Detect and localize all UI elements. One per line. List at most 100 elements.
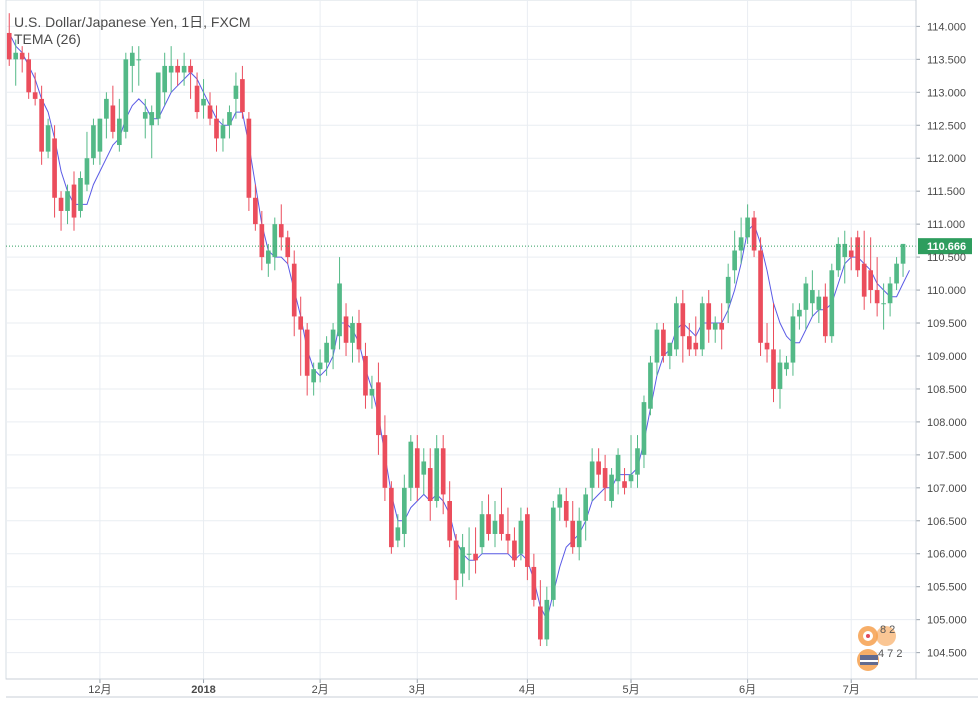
logo-text-bottom: 4 7 2 [878, 648, 903, 660]
candle-body [304, 329, 310, 376]
candle [777, 349, 783, 409]
candle [337, 257, 342, 350]
candle [201, 79, 206, 119]
candles-group[interactable] [6, 13, 906, 647]
candle [855, 230, 861, 277]
candle-body [259, 224, 265, 258]
candle-body [253, 197, 258, 225]
candle [602, 454, 608, 502]
y-tick-label: 113.000 [927, 87, 966, 99]
candle-body [790, 316, 796, 363]
candle-body [771, 349, 776, 389]
candle-body [246, 118, 252, 198]
candle-body [350, 323, 355, 343]
candle-body [110, 105, 116, 132]
candle [45, 118, 51, 159]
y-tick-label: 111.000 [927, 219, 965, 231]
y-tick-label: 107.000 [927, 483, 967, 495]
candle-body [175, 65, 180, 73]
candle-body [835, 243, 841, 271]
candle-body [401, 487, 407, 534]
candle [194, 72, 200, 119]
y-tick-label: 109.500 [927, 318, 967, 330]
candle-body [699, 303, 705, 350]
candle [661, 323, 666, 363]
candle-body [784, 362, 789, 370]
candle [356, 309, 362, 363]
tradingview-logo: 8 2 4 7 2 [856, 622, 916, 676]
candle-body [473, 553, 478, 561]
candle-body [894, 263, 899, 284]
candle-body [123, 59, 129, 132]
candle [136, 46, 142, 86]
candle [525, 507, 530, 581]
candle [214, 105, 219, 152]
candle-body [576, 520, 582, 548]
candle [518, 507, 524, 561]
candle-body [466, 553, 472, 555]
candle-body [648, 362, 653, 409]
candle [738, 217, 744, 264]
candle [680, 290, 686, 363]
candle [65, 184, 70, 225]
candle [842, 230, 848, 284]
candle-body [389, 487, 394, 548]
candle [26, 52, 32, 99]
candle-body [557, 494, 563, 508]
candle [589, 448, 595, 502]
candle-body [414, 448, 420, 488]
candle-body [13, 52, 19, 60]
candle-body [622, 481, 627, 488]
candle [848, 237, 854, 271]
x-tick-label: 7月 [843, 684, 860, 696]
candle [395, 514, 401, 548]
candle [220, 118, 226, 152]
candle-body [777, 362, 783, 389]
y-tick-label: 105.500 [927, 582, 967, 594]
candle [317, 349, 323, 383]
candle-body [479, 514, 485, 548]
y-tick-label: 114.000 [927, 21, 966, 33]
candle [790, 303, 796, 376]
x-tick-label: 12月 [88, 684, 111, 696]
candle [39, 85, 44, 165]
candle-body [317, 362, 323, 370]
candle [427, 448, 433, 521]
candle-body [104, 98, 109, 119]
y-tick-label: 110.500 [927, 252, 966, 264]
candle [570, 501, 576, 554]
candle [719, 303, 725, 350]
candle-body [194, 85, 200, 113]
candle [557, 487, 563, 521]
grid-lines [5, 0, 917, 680]
candle [706, 290, 712, 343]
candle [771, 303, 776, 403]
candle-body [680, 303, 686, 337]
candle [648, 355, 653, 416]
candle-body [816, 296, 822, 310]
indicator-label: TEMA (26) [14, 31, 81, 47]
candle-body [6, 32, 12, 60]
candle [376, 362, 381, 455]
plot-border [5, 0, 917, 680]
candle-body [227, 112, 232, 126]
candle-body [324, 342, 329, 363]
candle [240, 65, 245, 119]
candle [104, 92, 109, 139]
candle [71, 171, 77, 231]
candle-body [550, 507, 556, 600]
candle [421, 448, 427, 495]
candle [466, 527, 472, 581]
y-tick-label: 113.500 [927, 54, 966, 66]
candle-body [570, 520, 576, 548]
candle-body [220, 125, 226, 139]
candle [816, 290, 822, 324]
candle-body [65, 191, 70, 211]
candle [188, 59, 193, 99]
overlay-group: 110.666 [6, 238, 972, 255]
candle-body [149, 112, 155, 126]
candle-body [712, 323, 718, 330]
candle [725, 263, 731, 324]
candle-body [596, 461, 601, 475]
